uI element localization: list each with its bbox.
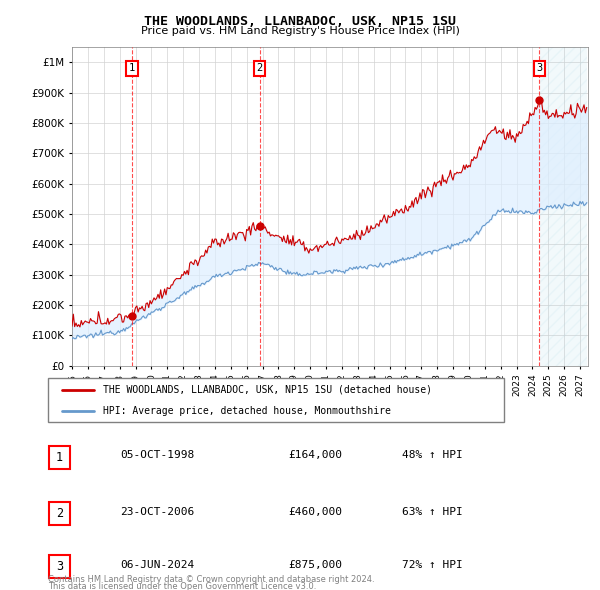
Text: 63% ↑ HPI: 63% ↑ HPI xyxy=(402,507,463,516)
FancyBboxPatch shape xyxy=(49,445,70,469)
Text: THE WOODLANDS, LLANBADOC, USK, NP15 1SU: THE WOODLANDS, LLANBADOC, USK, NP15 1SU xyxy=(144,15,456,28)
FancyBboxPatch shape xyxy=(49,555,70,578)
Text: 3: 3 xyxy=(536,64,542,73)
Text: Contains HM Land Registry data © Crown copyright and database right 2024.: Contains HM Land Registry data © Crown c… xyxy=(48,575,374,584)
Text: 1: 1 xyxy=(129,64,135,73)
Text: 1: 1 xyxy=(56,451,63,464)
Text: 05-OCT-1998: 05-OCT-1998 xyxy=(120,451,194,460)
Text: 2: 2 xyxy=(256,64,263,73)
FancyBboxPatch shape xyxy=(48,378,504,422)
Text: 48% ↑ HPI: 48% ↑ HPI xyxy=(402,451,463,460)
Text: Price paid vs. HM Land Registry's House Price Index (HPI): Price paid vs. HM Land Registry's House … xyxy=(140,26,460,36)
Text: £164,000: £164,000 xyxy=(288,451,342,460)
Text: THE WOODLANDS, LLANBADOC, USK, NP15 1SU (detached house): THE WOODLANDS, LLANBADOC, USK, NP15 1SU … xyxy=(103,385,432,395)
Text: HPI: Average price, detached house, Monmouthshire: HPI: Average price, detached house, Monm… xyxy=(103,406,391,416)
Text: 23-OCT-2006: 23-OCT-2006 xyxy=(120,507,194,516)
Text: £875,000: £875,000 xyxy=(288,560,342,569)
Text: 2: 2 xyxy=(56,507,63,520)
Text: This data is licensed under the Open Government Licence v3.0.: This data is licensed under the Open Gov… xyxy=(48,582,316,590)
Text: £460,000: £460,000 xyxy=(288,507,342,516)
FancyBboxPatch shape xyxy=(49,502,70,525)
Text: 72% ↑ HPI: 72% ↑ HPI xyxy=(402,560,463,569)
Text: 3: 3 xyxy=(56,560,63,573)
Text: 06-JUN-2024: 06-JUN-2024 xyxy=(120,560,194,569)
